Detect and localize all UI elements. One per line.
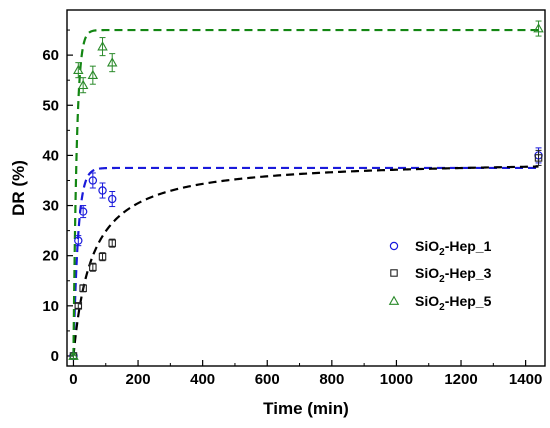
data-point [98, 252, 107, 261]
data-point [74, 302, 83, 310]
data-points [68, 20, 544, 361]
y-tick-label: 20 [42, 248, 59, 265]
x-tick-label: 600 [255, 371, 280, 388]
data-point [89, 263, 97, 271]
y-tick-label: 10 [42, 298, 59, 315]
data-point [108, 194, 117, 204]
fit-curves [72, 28, 539, 357]
data-point [534, 154, 543, 162]
data-point [108, 239, 116, 247]
y-tick-label: 60 [42, 47, 59, 64]
data-point [74, 236, 83, 245]
x-tick-label: 1000 [380, 371, 413, 388]
x-tick-label: 400 [190, 371, 215, 388]
legend-label: SiO2-Hep_1 [415, 238, 492, 258]
x-axis: 0 200 400 600 800 1000 1200 1400 [69, 360, 542, 388]
legend: SiO2-Hep_1 SiO2-Hep_3 SiO2-Hep_5 [388, 238, 492, 313]
fit-curve [72, 28, 539, 356]
data-point [106, 57, 118, 67]
data-point [78, 207, 88, 216]
legend-label: SiO2-Hep_5 [415, 293, 492, 313]
y-tick-label: 30 [42, 198, 59, 215]
fit-curve [72, 165, 539, 357]
x-axis-label: Time (min) [263, 399, 349, 418]
y-axis: 0 10 20 30 40 50 60 [42, 29, 73, 365]
fit-curve [72, 166, 539, 356]
data-point [98, 186, 107, 195]
x-tick-label: 0 [69, 371, 77, 388]
legend-marker [388, 295, 400, 305]
legend-label: SiO2-Hep_3 [415, 265, 492, 285]
y-tick-label: 0 [51, 348, 59, 365]
data-point [87, 69, 99, 80]
legend-marker [389, 241, 399, 251]
x-tick-label: 1400 [509, 371, 542, 388]
data-point [88, 176, 98, 185]
data-point [73, 64, 84, 75]
data-point [79, 284, 87, 293]
data-point [97, 41, 108, 51]
plot-frame [66, 9, 546, 367]
data-point [77, 79, 89, 90]
data-point [533, 23, 544, 33]
x-tick-label: 1200 [444, 371, 477, 388]
data-point [68, 350, 79, 360]
y-tick-label: 50 [42, 97, 59, 114]
y-axis-label: DR (%) [9, 160, 28, 216]
x-tick-label: 200 [126, 371, 151, 388]
x-tick-label: 800 [319, 371, 344, 388]
legend-marker [390, 269, 398, 277]
y-tick-label: 40 [42, 147, 59, 164]
